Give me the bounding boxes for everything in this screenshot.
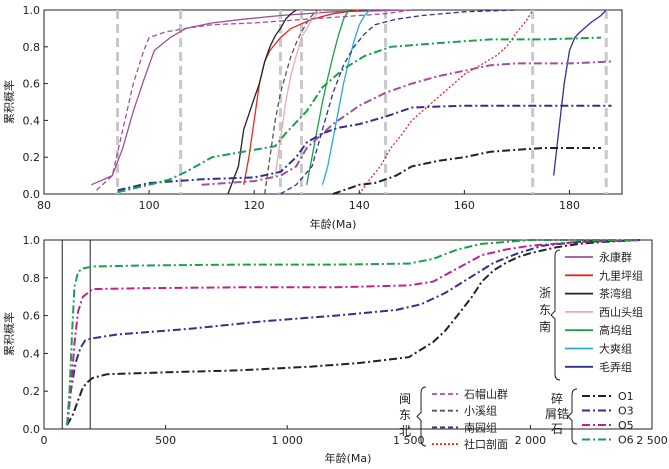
chart-top-ytick-label: 0.8 — [23, 41, 41, 54]
chart-top-xtick-label: 160 — [454, 199, 475, 212]
chart-top-line-O6 — [117, 36, 602, 194]
chart-top-series-group — [91, 9, 612, 195]
chart-top-x-ticks: 80 100 120 140 160 180 — [37, 190, 580, 212]
chart-top-line-大爽组 — [321, 9, 371, 185]
legend-det-item-label: O3 — [618, 405, 634, 418]
chart-bottom-ytick-label: 1.0 — [23, 234, 41, 247]
legend-min-group-label: 北 — [399, 424, 411, 438]
legend-det-bracket — [567, 388, 578, 445]
chart-top-line-九里坪组 — [243, 9, 360, 185]
chart-bottom-xtick-label: 1 000 — [271, 434, 303, 447]
chart-top-line-茶湾组 — [227, 9, 297, 195]
chart-bottom-highlight-box — [61, 239, 91, 430]
legend-zhe-bracket — [550, 249, 561, 381]
chart-top-line-小溪组 — [264, 9, 318, 195]
chart-bottom-xtick-label: 2 500 — [636, 434, 668, 447]
chart-bottom-ytick-label: 0.8 — [23, 272, 41, 285]
chart-top-xtick-label: 100 — [139, 199, 160, 212]
legend-min-item-label: 南园组 — [464, 420, 497, 434]
chart-bottom-ytick-label: 0.6 — [23, 310, 41, 323]
chart-bottom-y-ticks: 0.0 0.2 0.4 0.6 0.8 1.0 — [23, 234, 48, 436]
chart-bottom-x-ticks: 0 500 1 000 1 500 2 000 2 500 — [41, 425, 668, 447]
legend-zhe-item-label: 毛弄组 — [599, 360, 632, 374]
chart-top-line-高坞组 — [306, 9, 350, 185]
chart-top-line-石帽山群 — [96, 9, 412, 191]
legend-zhe-item-label: 茶湾组 — [599, 287, 632, 301]
chart-bottom-xtick-label: 1 500 — [393, 434, 425, 447]
legend-min-item-label: 小溪组 — [464, 404, 497, 418]
chart-bottom-xtick-label: 0 — [41, 434, 48, 447]
legend-zhe-group-label: 东 — [539, 303, 551, 317]
chart-bottom-series-group — [66, 239, 640, 426]
chart-top-y-ticks: 0.0 0.2 0.4 0.6 0.8 1.0 — [23, 4, 48, 201]
chart-top-xtick-label: 80 — [37, 199, 51, 212]
chart-top-ytick-label: 0.0 — [23, 188, 41, 201]
chart-top-xtick-label: 120 — [244, 199, 265, 212]
legend-det-group-label: 碎 — [551, 391, 563, 406]
legend-det-group-label: 石 — [551, 422, 563, 436]
legend-zhe-item-label: 大爽组 — [599, 342, 632, 356]
chart-top-line-O5 — [201, 60, 612, 186]
legend-min-group-label: 东 — [399, 408, 411, 422]
chart-bottom-xtick-label: 500 — [155, 434, 176, 447]
chart-top-reference-lines — [116, 10, 608, 194]
legend-zhe-item-label: 高坞组 — [599, 323, 632, 337]
chart-top-line-社口剖面 — [358, 9, 534, 195]
chart-top-line-O3 — [117, 104, 612, 192]
chart-bottom-ytick-label: 0.0 — [23, 423, 41, 436]
chart-top-ytick-label: 0.2 — [23, 151, 41, 164]
chart-top-ytick-label: 1.0 — [23, 4, 41, 17]
legend-min-group-label: 闽 — [399, 392, 411, 406]
legend-min-item-label: 社口剖面 — [464, 437, 508, 451]
legend-det-item-label: O6 — [618, 434, 634, 447]
legend-zhe-group-label: 南 — [539, 319, 551, 334]
chart-bottom-y-axis-label: 累积概率 — [2, 312, 16, 356]
chart-top-ytick-label: 0.4 — [23, 114, 41, 127]
chart-bottom-x-axis-label: 年龄(Ma) — [325, 451, 372, 465]
chart-bottom-ytick-label: 0.2 — [23, 385, 41, 398]
chart-bottom-line-O3 — [66, 239, 640, 426]
chart-top-line-西山头组 — [274, 9, 323, 176]
chart-top-line-南园组 — [280, 9, 517, 195]
chart-top-x-axis-label: 年龄(Ma) — [310, 217, 357, 231]
chart-top-line-O1 — [332, 147, 601, 195]
legend-zhe-item-label: 九里坪组 — [599, 268, 643, 282]
chart-bottom-ytick-label: 0.4 — [23, 347, 41, 360]
legend-det-item-label: O5 — [618, 419, 634, 432]
legend-zhe-item-label: 永康群 — [599, 250, 632, 264]
chart-top: 0.0 0.2 0.4 0.6 0.8 1.0 80 100 120 140 160 180 年龄(… — [2, 4, 623, 231]
chart-bottom-plot-frame — [43, 239, 653, 430]
chart-top-y-axis-label: 累积概率 — [2, 80, 16, 124]
chart-top-xtick-label: 140 — [349, 199, 370, 212]
legend-min-bracket — [416, 386, 427, 447]
chart-top-ytick-label: 0.6 — [23, 78, 41, 91]
chart-top-plot-frame — [43, 9, 623, 195]
chart-bottom-line-O6 — [66, 239, 640, 426]
legend-det-item-label: O1 — [618, 390, 634, 403]
chart-bottom: 0.0 0.2 0.4 0.6 0.8 1.0 0 500 1 000 1 500 2 000 2 … — [2, 234, 668, 465]
chart-top-line-永康群 — [91, 9, 412, 186]
legend-min-item-label: 石帽山群 — [464, 387, 508, 401]
chart-bottom-line-O1 — [66, 239, 640, 426]
chart-top-line-毛弄组 — [553, 9, 607, 176]
legend-det-group-label: 屑锆 — [545, 407, 569, 421]
legend-zhe-group-label: 浙 — [539, 286, 551, 300]
chart-bottom-xtick-label: 2 000 — [515, 434, 547, 447]
chart-top-xtick-label: 180 — [559, 199, 580, 212]
chart-bottom-line-O5 — [66, 239, 640, 426]
legend-zhe-item-label: 西山头组 — [599, 305, 643, 319]
